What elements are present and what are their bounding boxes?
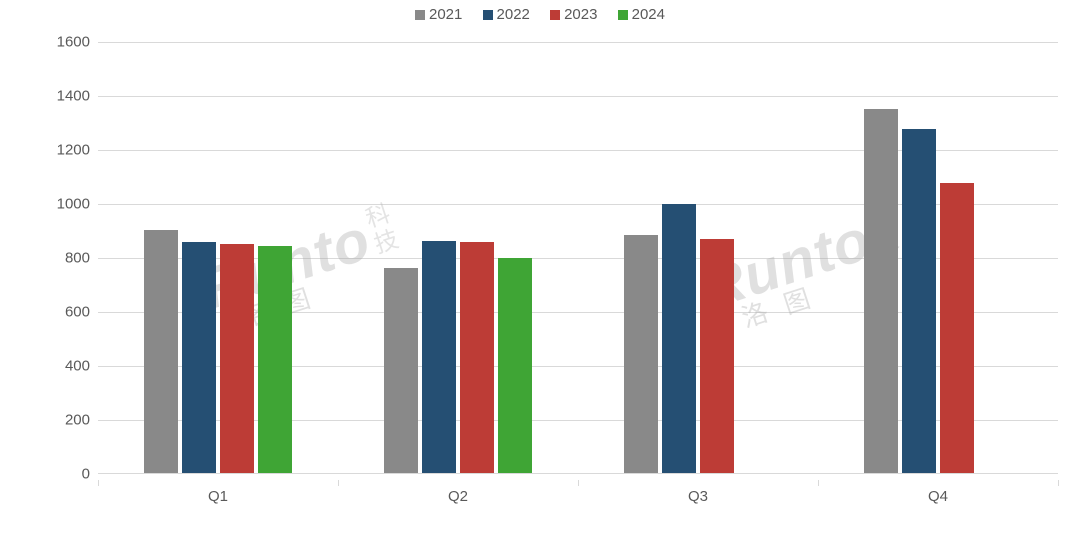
bar	[422, 241, 456, 473]
legend-swatch	[550, 10, 560, 20]
legend-item-2021: 2021	[415, 6, 462, 23]
y-tick-label: 800	[0, 250, 90, 267]
legend-item-2022: 2022	[483, 6, 530, 23]
x-tick-label: Q4	[928, 488, 948, 505]
bar	[864, 109, 898, 474]
bar	[700, 239, 734, 473]
x-tick	[98, 480, 99, 486]
y-tick-label: 1600	[0, 34, 90, 51]
legend-label: 2024	[632, 6, 665, 23]
legend-item-2023: 2023	[550, 6, 597, 23]
bar	[220, 244, 254, 474]
bar	[144, 230, 178, 473]
chart-legend: 2021 2022 2023 2024	[0, 6, 1080, 24]
x-tick-label: Q3	[688, 488, 708, 505]
legend-label: 2021	[429, 6, 462, 23]
x-tick	[578, 480, 579, 486]
legend-label: 2023	[564, 6, 597, 23]
gridline	[98, 42, 1058, 43]
legend-item-2024: 2024	[618, 6, 665, 23]
x-tick-label: Q1	[208, 488, 228, 505]
plot-area: Runto 科技 洛图 Runto 科技 洛图	[98, 42, 1058, 474]
bar	[384, 268, 418, 473]
x-tick	[1058, 480, 1059, 486]
x-axis-labels: Q1 Q2 Q3 Q4	[98, 480, 1058, 510]
legend-swatch	[483, 10, 493, 20]
y-axis-labels: 0 200 400 600 800 1000 1200 1400 1600	[0, 42, 90, 474]
bar	[662, 204, 696, 473]
bar	[498, 258, 532, 473]
y-tick-label: 1000	[0, 196, 90, 213]
bar	[902, 129, 936, 473]
legend-label: 2022	[497, 6, 530, 23]
bar	[460, 242, 494, 473]
y-tick-label: 600	[0, 304, 90, 321]
y-tick-label: 0	[0, 466, 90, 483]
watermark-text-cn2: 科技	[363, 200, 406, 259]
x-tick	[338, 480, 339, 486]
gridline	[98, 96, 1058, 97]
y-tick-label: 400	[0, 358, 90, 375]
bar	[182, 242, 216, 473]
bar	[940, 183, 974, 473]
bar	[258, 246, 292, 473]
x-tick-label: Q2	[448, 488, 468, 505]
y-tick-label: 200	[0, 412, 90, 429]
y-tick-label: 1400	[0, 88, 90, 105]
y-tick-label: 1200	[0, 142, 90, 159]
legend-swatch	[415, 10, 425, 20]
bar	[624, 235, 658, 473]
legend-swatch	[618, 10, 628, 20]
x-tick	[818, 480, 819, 486]
